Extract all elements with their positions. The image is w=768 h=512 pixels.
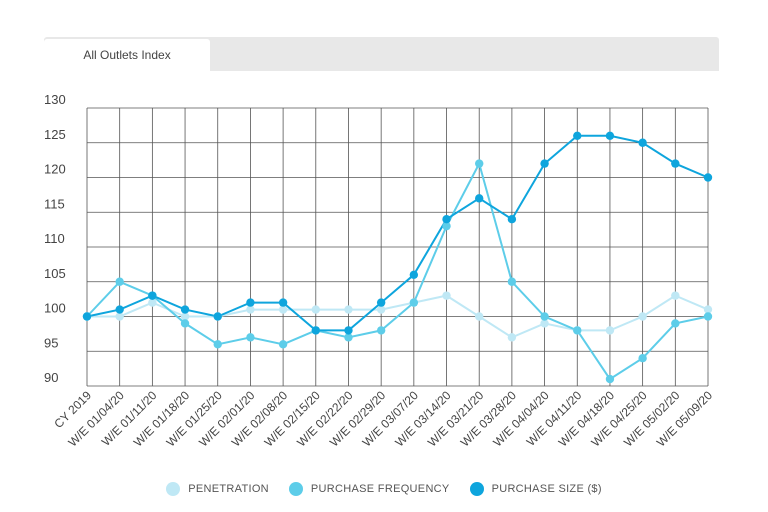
data-point-s0-2 (148, 298, 157, 307)
data-point-s2-10 (409, 270, 419, 279)
data-point-s2-4 (213, 312, 222, 321)
y-tick-label: 100 (44, 301, 66, 316)
data-point-s2-3 (180, 305, 190, 314)
data-point-s0-19 (703, 305, 713, 314)
legend-dot-icon (288, 482, 303, 496)
data-point-s2-13 (507, 215, 517, 224)
legend-item-2[interactable]: PURCHASE SIZE ($) (469, 482, 602, 496)
data-point-s1-13 (507, 277, 517, 286)
data-point-s0-1 (115, 312, 124, 321)
data-point-s1-16 (605, 374, 615, 384)
series-line-1 (86, 160, 709, 381)
series-lines (86, 134, 709, 381)
data-point-s2-2 (148, 291, 157, 300)
data-point-s1-1 (115, 277, 124, 286)
series-line-0 (87, 294, 709, 339)
data-point-s1-11 (442, 221, 451, 231)
legend-dot-icon (469, 482, 484, 496)
data-point-s0-5 (246, 305, 255, 314)
data-point-s0-11 (442, 291, 451, 300)
chart-grid (86, 107, 709, 387)
legend-label: PENETRATION (188, 483, 269, 495)
tab-all-outlets-index[interactable]: All Outlets Index (44, 39, 210, 71)
data-point-s2-8 (344, 326, 353, 335)
data-point-s0-9 (376, 305, 386, 314)
data-point-s1-14 (540, 312, 549, 321)
legend-label: PURCHASE FREQUENCY (310, 483, 450, 495)
data-point-s0-7 (311, 305, 320, 314)
y-tick-label: 105 (44, 266, 66, 281)
data-point-s1-17 (638, 354, 647, 363)
y-tick-label: 130 (44, 92, 66, 107)
data-point-s2-11 (442, 215, 451, 224)
y-tick-label: 95 (44, 335, 58, 350)
data-point-s1-3 (180, 319, 190, 328)
series-line-2 (86, 134, 709, 332)
data-point-s2-14 (540, 159, 549, 168)
data-point-s0-12 (475, 312, 484, 321)
legend-dot-icon (166, 482, 181, 496)
data-point-s2-0 (82, 312, 92, 321)
tab-bar: All Outlets Index (44, 37, 719, 71)
y-tick-label: 110 (44, 231, 65, 246)
data-point-s0-17 (638, 312, 647, 321)
data-point-s2-1 (115, 305, 124, 314)
data-point-s1-18 (671, 319, 680, 328)
data-point-s1-5 (246, 333, 255, 342)
data-point-s2-19 (703, 173, 713, 182)
y-tick-label: 90 (44, 370, 58, 385)
data-point-s2-9 (376, 298, 386, 307)
data-point-s1-6 (278, 340, 288, 349)
data-point-s1-19 (703, 312, 713, 321)
data-point-s1-9 (376, 326, 386, 335)
data-point-s0-3 (180, 312, 190, 321)
data-point-s2-15 (573, 131, 582, 140)
data-point-s0-8 (344, 305, 353, 314)
data-point-s2-7 (311, 326, 320, 335)
data-point-s2-5 (246, 298, 255, 307)
y-tick-label: 115 (44, 196, 65, 211)
y-tick-label: 125 (44, 127, 66, 142)
data-point-s1-15 (573, 326, 582, 335)
data-point-s1-10 (409, 298, 419, 307)
legend-label: PURCHASE SIZE ($) (491, 483, 602, 495)
data-point-s0-14 (540, 319, 549, 328)
data-point-s0-13 (507, 333, 517, 342)
y-axis-ticks: 90 95 100 105 110 115 120 125 130 (44, 92, 66, 385)
data-point-s1-8 (344, 333, 353, 342)
y-tick-label: 120 (44, 162, 66, 177)
data-point-s0-6 (278, 305, 288, 314)
data-point-s2-6 (278, 298, 288, 307)
series-points (82, 131, 713, 384)
legend-item-0[interactable]: PENETRATION (166, 482, 269, 496)
data-point-s2-16 (605, 131, 615, 140)
data-point-s2-18 (671, 159, 680, 168)
data-point-s1-4 (213, 340, 222, 349)
chart-legend: PENETRATION PURCHASE FREQUENCY PURCHASE SI… (0, 482, 768, 496)
data-point-s0-16 (605, 326, 615, 335)
data-point-s2-12 (475, 194, 484, 203)
legend-item-1[interactable]: PURCHASE FREQUENCY (288, 482, 450, 496)
data-point-s2-17 (638, 138, 647, 147)
data-point-s0-18 (671, 291, 680, 300)
data-point-s1-12 (475, 159, 484, 168)
